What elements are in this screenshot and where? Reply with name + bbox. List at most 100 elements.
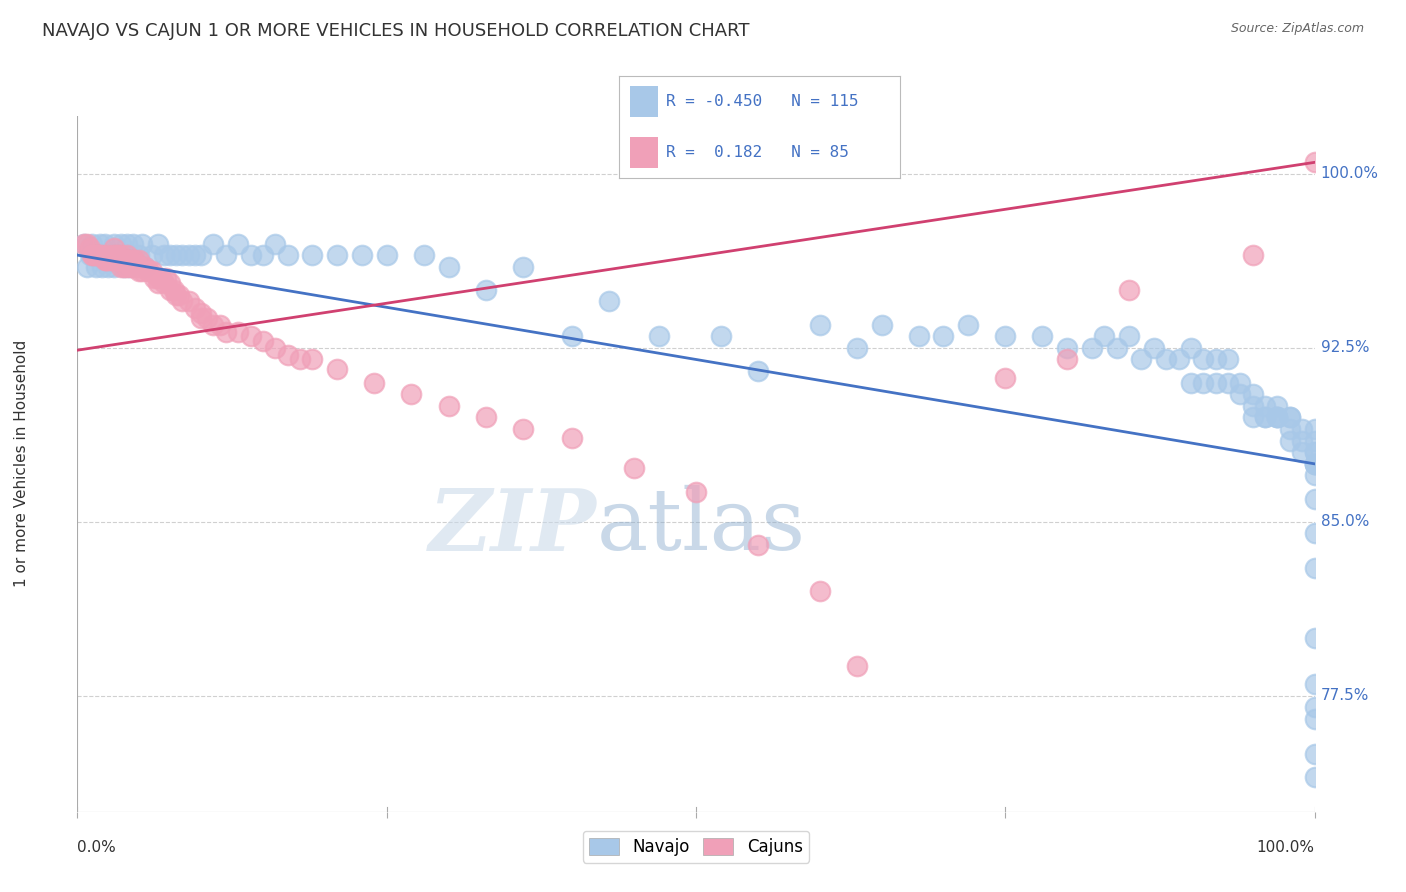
- Point: [167, 287, 190, 301]
- Point: [1303, 445, 1326, 459]
- Point: [1278, 410, 1301, 425]
- Point: [91, 248, 114, 262]
- Point: [1118, 329, 1140, 343]
- Point: [118, 252, 141, 267]
- Point: [301, 352, 323, 367]
- Point: [598, 294, 620, 309]
- Point: [115, 248, 138, 262]
- Point: [122, 260, 145, 274]
- Point: [437, 260, 460, 274]
- Point: [153, 248, 176, 262]
- Point: [1303, 457, 1326, 471]
- Point: [401, 387, 423, 401]
- Point: [103, 241, 125, 255]
- Point: [177, 248, 200, 262]
- Point: [93, 236, 115, 251]
- Point: [163, 283, 186, 297]
- Point: [72, 236, 94, 251]
- Point: [103, 260, 125, 274]
- Point: [747, 538, 769, 552]
- Point: [97, 260, 120, 274]
- Point: [79, 248, 101, 262]
- Point: [264, 341, 287, 355]
- Point: [561, 329, 583, 343]
- Point: [685, 484, 707, 499]
- Point: [153, 276, 176, 290]
- Text: 1 or more Vehicles in Household: 1 or more Vehicles in Household: [14, 340, 30, 588]
- Point: [1216, 376, 1239, 390]
- Point: [159, 283, 181, 297]
- Point: [103, 248, 125, 262]
- Text: 100.0%: 100.0%: [1257, 839, 1315, 855]
- Point: [1303, 457, 1326, 471]
- Point: [1267, 399, 1289, 413]
- Point: [1056, 352, 1078, 367]
- Point: [1303, 445, 1326, 459]
- Point: [105, 248, 128, 262]
- Point: [512, 260, 534, 274]
- Point: [82, 248, 104, 262]
- Point: [808, 584, 831, 599]
- Point: [375, 248, 398, 262]
- Point: [1303, 491, 1326, 506]
- Point: [72, 236, 94, 251]
- Point: [1031, 329, 1053, 343]
- Point: [122, 252, 145, 267]
- Point: [138, 264, 160, 278]
- Point: [103, 236, 125, 251]
- Point: [100, 252, 122, 267]
- Point: [845, 658, 868, 673]
- Point: [1143, 341, 1166, 355]
- Text: 100.0%: 100.0%: [1320, 167, 1379, 181]
- Text: R =  0.182   N = 85: R = 0.182 N = 85: [666, 145, 849, 161]
- Point: [76, 236, 98, 251]
- Point: [1303, 434, 1326, 448]
- Point: [134, 260, 156, 274]
- Point: [1303, 155, 1326, 169]
- Point: [122, 236, 145, 251]
- Point: [226, 236, 249, 251]
- Point: [128, 264, 150, 278]
- Point: [1118, 283, 1140, 297]
- Point: [326, 361, 349, 376]
- Point: [474, 283, 496, 297]
- Point: [412, 248, 434, 262]
- Point: [1167, 352, 1189, 367]
- Text: 92.5%: 92.5%: [1320, 341, 1369, 355]
- Point: [277, 348, 299, 362]
- Text: Source: ZipAtlas.com: Source: ZipAtlas.com: [1230, 22, 1364, 36]
- Point: [1291, 445, 1313, 459]
- Point: [190, 310, 212, 325]
- Point: [150, 271, 173, 285]
- Point: [1192, 352, 1215, 367]
- Point: [1241, 248, 1264, 262]
- Point: [112, 252, 135, 267]
- Point: [623, 461, 645, 475]
- Point: [128, 260, 150, 274]
- Point: [105, 248, 128, 262]
- Point: [252, 334, 274, 348]
- Point: [165, 287, 187, 301]
- Point: [363, 376, 385, 390]
- Text: atlas: atlas: [598, 485, 806, 568]
- Point: [190, 306, 212, 320]
- Point: [1303, 561, 1326, 575]
- Point: [97, 248, 120, 262]
- Point: [110, 248, 132, 262]
- Point: [1303, 457, 1326, 471]
- Point: [172, 294, 194, 309]
- Point: [226, 325, 249, 339]
- Point: [288, 352, 311, 367]
- Legend: Navajo, Cajuns: Navajo, Cajuns: [582, 831, 810, 863]
- Point: [103, 252, 125, 267]
- Point: [957, 318, 980, 332]
- Point: [184, 301, 207, 316]
- Bar: [630, 137, 658, 168]
- Point: [1056, 341, 1078, 355]
- Text: R = -0.450   N = 115: R = -0.450 N = 115: [666, 94, 859, 109]
- Point: [94, 252, 117, 267]
- Point: [648, 329, 671, 343]
- Text: ZIP: ZIP: [429, 484, 598, 568]
- Point: [239, 248, 262, 262]
- Point: [474, 410, 496, 425]
